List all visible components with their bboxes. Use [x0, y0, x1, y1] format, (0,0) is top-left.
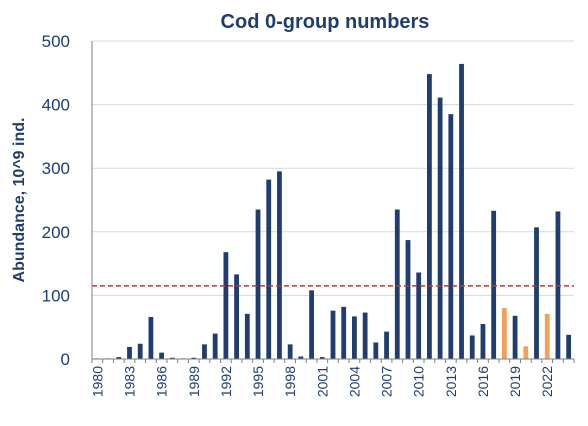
- x-tick-label: 2022: [539, 366, 555, 397]
- bar-2020: [523, 346, 529, 359]
- bar-2011: [427, 74, 432, 359]
- bar-2015: [469, 335, 475, 359]
- bar-2005: [362, 312, 368, 359]
- x-tick-label: 2019: [507, 366, 523, 397]
- bar-1991: [212, 333, 218, 359]
- y-tick-label: 100: [42, 286, 70, 305]
- bar-1996: [266, 179, 272, 359]
- x-tick-label: 1995: [250, 366, 266, 397]
- bar-2012: [437, 97, 443, 359]
- bar-2021: [534, 227, 539, 359]
- bar-2014: [459, 63, 464, 360]
- x-tick-label: 2010: [411, 366, 427, 397]
- x-tick-label: 1989: [186, 366, 202, 397]
- chart-title: Cod 0-group numbers: [221, 11, 430, 33]
- x-tick-label: 1992: [218, 366, 234, 397]
- bar-1985: [148, 317, 154, 359]
- bar-1997: [277, 171, 282, 359]
- bar-2018: [501, 308, 507, 359]
- bar-2017: [491, 210, 497, 359]
- bar-1995: [255, 209, 261, 359]
- x-tick-label: 1983: [121, 366, 137, 397]
- y-gridlines: [92, 40, 574, 296]
- bar-2001: [319, 357, 325, 359]
- bar-2024: [566, 334, 572, 359]
- bar-2009: [405, 240, 411, 359]
- bar-1992: [223, 252, 229, 359]
- bar-2008: [394, 209, 400, 359]
- bar-2007: [384, 331, 389, 359]
- bar-1987: [169, 357, 175, 359]
- bar-2004: [352, 316, 357, 359]
- x-tick-labels: 1980 1983 1986 1989 1992 1995 1998 2001 2004 2007…: [89, 366, 555, 397]
- x-tick-label: 2001: [314, 366, 330, 397]
- y-tick-label: 400: [42, 96, 70, 115]
- x-tick-label: 2007: [379, 366, 395, 397]
- y-tick-label: 200: [42, 223, 70, 242]
- bar-2002: [330, 310, 336, 359]
- bar-2016: [480, 324, 486, 359]
- y-axis-label: Abundance, 10^9 ind.: [11, 118, 28, 283]
- bar-1984: [137, 343, 143, 359]
- x-tick-label: 1980: [89, 366, 105, 397]
- x-tick-label: 1998: [282, 366, 298, 397]
- x-tick-label: 1986: [154, 366, 170, 397]
- y-tick-label: 0: [61, 350, 70, 369]
- bar-1982: [116, 357, 122, 359]
- bar-2003: [341, 306, 347, 359]
- bar-2000: [309, 290, 314, 359]
- bar-1990: [202, 344, 207, 359]
- axes: [91, 41, 575, 363]
- bar-1999: [298, 356, 304, 359]
- x-tick-label: 2004: [346, 366, 362, 397]
- x-tick-label: 2016: [475, 366, 491, 397]
- y-tick-labels: 0 100 200 300 400 500: [42, 32, 70, 369]
- bar-2013: [448, 114, 454, 359]
- bars: [94, 63, 572, 360]
- bar-1983: [127, 346, 132, 359]
- bar-1993: [234, 274, 239, 359]
- bar-1986: [159, 352, 165, 359]
- x-tick-label: 2013: [443, 366, 459, 397]
- bar-2006: [373, 342, 379, 359]
- bar-2022: [544, 313, 550, 359]
- y-tick-label: 500: [42, 32, 70, 51]
- bar-1989: [191, 357, 197, 359]
- bar-2019: [512, 315, 518, 359]
- bar-1994: [244, 313, 250, 359]
- bar-2010: [416, 272, 422, 359]
- bar-1998: [287, 344, 293, 359]
- y-tick-label: 300: [42, 159, 70, 178]
